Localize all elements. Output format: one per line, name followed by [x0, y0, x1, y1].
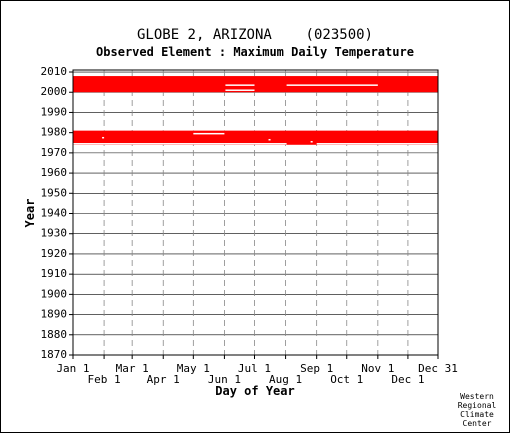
plot-area	[73, 70, 438, 355]
x-tick-label: Aug 1	[269, 373, 302, 386]
y-tick-label: 2000	[41, 85, 68, 98]
y-tick-label: 1870	[41, 348, 68, 361]
data-gap	[310, 141, 313, 143]
x-tick-label: Dec 31	[418, 362, 458, 375]
chart-subtitle: Observed Element : Maximum Daily Tempera…	[96, 45, 414, 59]
data-gap	[73, 143, 287, 145]
y-tick-label: 1920	[41, 247, 68, 260]
data-gap	[73, 128, 105, 131]
y-tick-label: 1900	[41, 287, 68, 300]
x-tick-label: Dec 1	[391, 373, 424, 386]
data-gap	[225, 89, 255, 91]
credit-line: Western	[460, 392, 494, 401]
data-gap	[163, 128, 255, 131]
y-tick-label: 1940	[41, 207, 68, 220]
data-gap	[286, 84, 378, 86]
y-tick-label: 1950	[41, 186, 68, 199]
x-tick-label: Feb 1	[88, 373, 121, 386]
credit-line: Center	[463, 419, 492, 428]
data-bar	[73, 76, 438, 93]
x-tick-label: May 1	[177, 362, 210, 375]
y-tick-label: 1960	[41, 166, 68, 179]
y-tick-label: 2010	[41, 65, 68, 78]
x-tick-label: Jul 1	[238, 362, 271, 375]
data-gaps	[73, 84, 438, 145]
x-tick-label: Mar 1	[116, 362, 149, 375]
y-tick-label: 1990	[41, 105, 68, 118]
credit-line: Climate	[460, 410, 494, 419]
data-gap	[193, 132, 225, 135]
x-tick-label: Nov 1	[361, 362, 394, 375]
grid	[73, 70, 438, 356]
data-gap	[225, 84, 255, 86]
y-axis-ticks: 2010 2000 1990 1980 1970 1960 1950 1940 1930 1920…	[41, 65, 73, 361]
data-gap	[268, 138, 271, 141]
data-gap	[102, 136, 105, 139]
x-axis-ticks: Jan 1 Mar 1 May 1 Jul 1 Sep 1 Nov 1 Dec 31 Feb …	[56, 355, 458, 386]
y-tick-label: 1930	[41, 227, 68, 240]
y-tick-label: 1980	[41, 126, 68, 139]
x-tick-label: Sep 1	[300, 362, 333, 375]
x-axis-label: Day of Year	[215, 384, 294, 398]
x-tick-label: Jan 1	[56, 362, 89, 375]
data-bar	[73, 130, 438, 145]
chart-title: GLOBE 2, ARIZONA (023500)	[137, 27, 373, 43]
data-gap	[316, 143, 438, 145]
y-tick-label: 1890	[41, 308, 68, 321]
x-tick-label: Jun 1	[208, 373, 241, 386]
plot-border	[72, 69, 439, 356]
y-tick-label: 1910	[41, 267, 68, 280]
x-tick-label: Apr 1	[147, 373, 180, 386]
y-axis-label: Year	[23, 199, 37, 228]
credit-line: Regional	[458, 401, 497, 410]
data-bars	[73, 76, 438, 145]
x-tick-label: Oct 1	[330, 373, 363, 386]
y-tick-label: 1970	[41, 146, 68, 159]
y-tick-label: 1880	[41, 328, 68, 341]
